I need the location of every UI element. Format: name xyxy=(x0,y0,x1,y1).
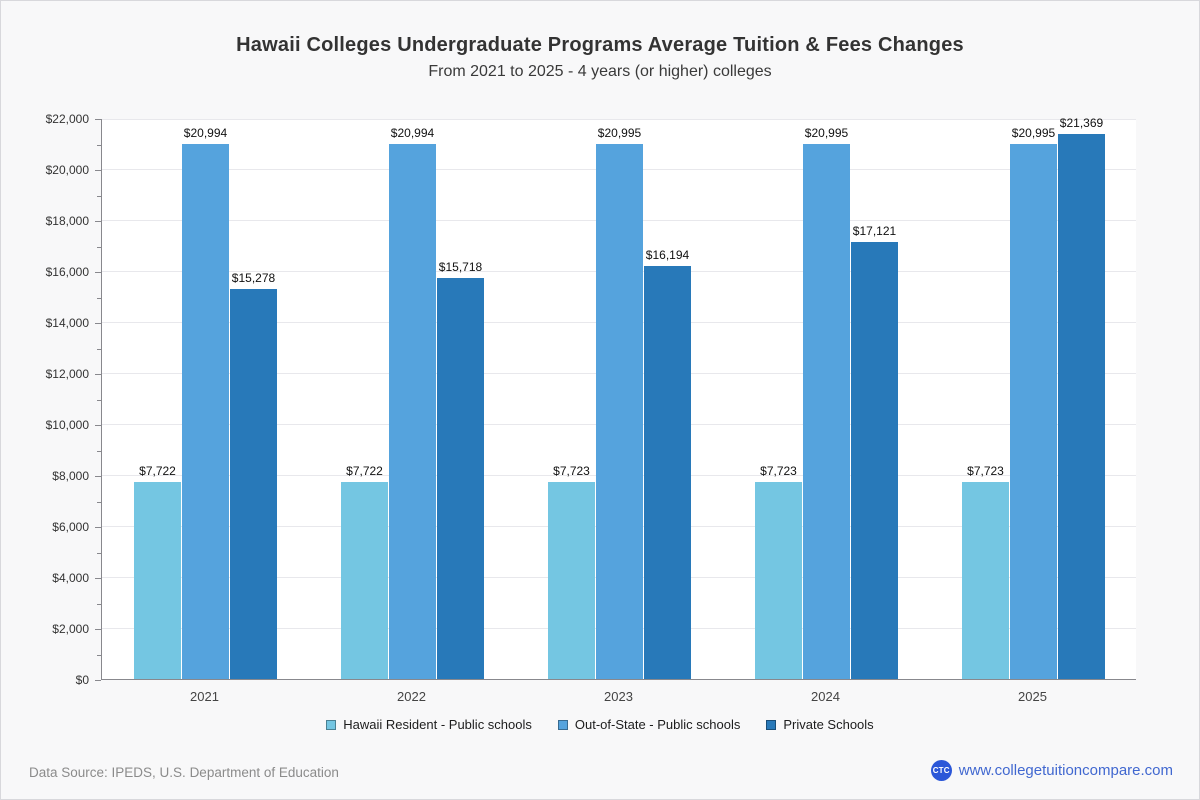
bar-value-label: $15,718 xyxy=(438,260,483,274)
bar-2022-hawaii-resident-public-schools[interactable] xyxy=(341,482,388,679)
bar-value-label: $7,723 xyxy=(553,464,590,478)
bar-2023-out-of-state-public-schools[interactable] xyxy=(596,144,643,679)
y-axis-tick-minor xyxy=(97,501,101,503)
legend-item-label: Out-of-State - Public schools xyxy=(574,717,741,732)
y-axis-label: $6,000 xyxy=(52,520,89,534)
bar-2025-private-schools[interactable] xyxy=(1058,134,1105,679)
legend-item-out-of-state-public-schools[interactable]: Out-of-State - Public schools xyxy=(557,717,741,732)
legend-marker-icon xyxy=(766,719,777,730)
bar-2021-hawaii-resident-public-schools[interactable] xyxy=(134,482,181,679)
y-axis-tick-minor xyxy=(97,552,101,554)
y-axis-tick-minor xyxy=(97,399,101,401)
bar-2022-private-schools[interactable] xyxy=(437,278,484,679)
bar-value-label: $20,995 xyxy=(804,126,849,140)
bar-2023-private-schools[interactable] xyxy=(644,266,691,679)
data-source-note: Data Source: IPEDS, U.S. Department of E… xyxy=(29,765,339,780)
y-axis-tick-minor xyxy=(97,195,101,197)
y-axis-tick-major xyxy=(95,272,101,273)
y-axis-tick-minor xyxy=(97,450,101,452)
bar-value-label: $7,722 xyxy=(346,464,383,478)
bar-2025-out-of-state-public-schools[interactable] xyxy=(1010,144,1057,679)
y-axis-tick-minor xyxy=(97,348,101,350)
y-axis-tick-major xyxy=(95,374,101,375)
x-axis-label-2022: 2022 xyxy=(397,689,426,704)
bar-value-label: $20,994 xyxy=(183,126,228,140)
website-link[interactable]: CTC www.collegetuitioncompare.com xyxy=(930,760,1173,781)
bar-value-label: $20,994 xyxy=(390,126,435,140)
y-axis-tick-major xyxy=(95,170,101,171)
ctc-logo-icon: CTC xyxy=(930,760,952,781)
y-axis-tick-minor xyxy=(97,603,101,605)
y-axis-tick-major xyxy=(95,221,101,222)
bar-value-label: $17,121 xyxy=(852,224,897,238)
x-axis-label-2025: 2025 xyxy=(1018,689,1047,704)
y-axis-tick-minor xyxy=(97,297,101,299)
y-axis-tick-major xyxy=(95,323,101,324)
y-axis-label: $8,000 xyxy=(52,469,89,483)
y-axis-label: $20,000 xyxy=(45,163,89,177)
y-axis-label: $16,000 xyxy=(45,265,89,279)
y-axis-label: $22,000 xyxy=(45,112,89,126)
y-axis-label: $2,000 xyxy=(52,622,89,636)
bar-2021-private-schools[interactable] xyxy=(230,289,277,679)
y-axis-label: $18,000 xyxy=(45,214,89,228)
y-axis-tick-major xyxy=(95,527,101,528)
bar-value-label: $20,995 xyxy=(1011,126,1056,140)
legend-marker-icon xyxy=(326,719,337,730)
bar-value-label: $7,723 xyxy=(967,464,1004,478)
bar-2024-hawaii-resident-public-schools[interactable] xyxy=(755,482,802,679)
bar-value-label: $21,369 xyxy=(1059,116,1104,130)
y-axis-tick-major xyxy=(95,629,101,630)
bar-2024-private-schools[interactable] xyxy=(851,242,898,679)
y-axis-tick-major xyxy=(95,476,101,477)
y-axis-tick-minor xyxy=(97,144,101,146)
bar-value-label: $7,722 xyxy=(139,464,176,478)
legend-item-private-schools[interactable]: Private Schools xyxy=(766,717,874,732)
y-axis-label: $0 xyxy=(75,673,89,687)
bar-2023-hawaii-resident-public-schools[interactable] xyxy=(548,482,595,679)
x-axis-label-2024: 2024 xyxy=(811,689,840,704)
y-axis-label: $10,000 xyxy=(45,418,89,432)
y-axis-tick-major xyxy=(95,425,101,426)
bar-2025-hawaii-resident-public-schools[interactable] xyxy=(962,482,1009,679)
legend-item-label: Private Schools xyxy=(783,717,874,732)
y-axis-tick-major xyxy=(95,119,101,120)
bar-value-label: $20,995 xyxy=(597,126,642,140)
website-url: www.collegetuitioncompare.com xyxy=(958,762,1173,779)
x-axis-label-2021: 2021 xyxy=(190,689,219,704)
y-axis-label: $12,000 xyxy=(45,367,89,381)
x-axis-label-2023: 2023 xyxy=(604,689,633,704)
legend-marker-icon xyxy=(557,719,568,730)
legend-item-hawaii-resident-public-schools[interactable]: Hawaii Resident - Public schools xyxy=(326,717,532,732)
y-axis-tick-minor xyxy=(97,246,101,248)
chart-subtitle: From 2021 to 2025 - 4 years (or higher) … xyxy=(428,63,772,80)
y-axis-label: $14,000 xyxy=(45,316,89,330)
y-axis-tick-minor xyxy=(97,654,101,656)
legend: Hawaii Resident - Public schools Out-of-S… xyxy=(1,717,1199,732)
bar-2021-out-of-state-public-schools[interactable] xyxy=(182,144,229,679)
plot-area: $7,722 $20,994 $15,278 $7,722 $20,994 $15,718… xyxy=(101,116,1136,680)
chart-title: Hawaii Colleges Undergraduate Programs A… xyxy=(236,34,964,56)
bar-2022-out-of-state-public-schools[interactable] xyxy=(389,144,436,679)
bar-value-label: $7,723 xyxy=(760,464,797,478)
y-axis-tick-major xyxy=(95,578,101,579)
y-axis-tick-major xyxy=(95,680,101,681)
bar-value-label: $16,194 xyxy=(645,248,690,262)
gridline-22000 xyxy=(102,119,1136,120)
bar-value-label: $15,278 xyxy=(231,271,276,285)
bar-2024-out-of-state-public-schools[interactable] xyxy=(803,144,850,679)
legend-item-label: Hawaii Resident - Public schools xyxy=(343,717,532,732)
y-axis-label: $4,000 xyxy=(52,571,89,585)
